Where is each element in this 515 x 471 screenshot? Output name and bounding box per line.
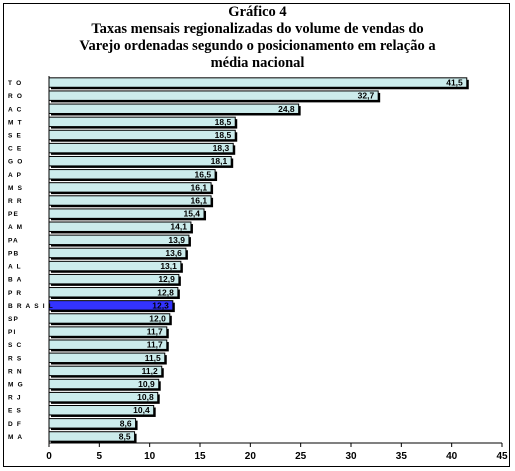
value-label: 11,7 (147, 340, 163, 350)
category-label: M S (8, 185, 23, 192)
value-label: 16,1 (191, 196, 208, 206)
bar-ms (48, 182, 212, 193)
value-label: 18,3 (213, 143, 230, 153)
category-label: M G (8, 382, 24, 389)
category-label: E S (8, 408, 22, 415)
value-label: 8,5 (119, 431, 131, 441)
x-tick-label: 25 (295, 451, 307, 462)
category-label: T O (8, 80, 22, 87)
bar-se (48, 129, 236, 141)
bar-rr (48, 195, 212, 206)
category-label: PB (8, 250, 19, 257)
category-label: R R (8, 198, 23, 205)
category-label: R N (8, 368, 23, 375)
category-label: R O (8, 93, 23, 100)
value-label: 10,9 (138, 379, 155, 389)
value-label: 10,8 (137, 392, 154, 402)
value-label: 11,2 (142, 366, 158, 376)
category-label: M T (8, 119, 23, 126)
x-tick-label: 5 (97, 451, 103, 462)
category-label: A C (8, 106, 23, 113)
category-label: B A (8, 277, 23, 284)
value-label: 12,8 (157, 287, 174, 297)
category-label: PA (8, 237, 19, 244)
value-label: 12,9 (158, 274, 175, 284)
category-label: C E (8, 146, 22, 153)
x-tick-label: 20 (245, 451, 257, 462)
category-label: G O (8, 159, 24, 166)
x-tick-label: 35 (396, 451, 408, 462)
value-label: 12,3 (152, 300, 169, 310)
category-label: A M (8, 224, 23, 231)
category-label: R J (8, 395, 22, 402)
bar-ro (48, 90, 379, 101)
chart-title-line-4: média nacional (210, 55, 305, 71)
x-tick-label: 0 (46, 451, 52, 462)
value-label: 24,8 (278, 104, 295, 114)
chart-title-line-2: Taxas mensais regionalizadas do volume d… (91, 21, 424, 37)
value-label: 41,5 (446, 78, 463, 88)
value-label: 12,0 (149, 313, 166, 323)
value-label: 13,1 (160, 261, 177, 271)
bar-ce (48, 142, 234, 154)
value-label: 16,5 (195, 169, 212, 179)
category-label: A P (8, 172, 22, 179)
value-label: 11,5 (145, 353, 161, 363)
bar-to (48, 77, 468, 88)
value-label: 13,9 (168, 235, 185, 245)
value-label: 16,1 (191, 182, 208, 192)
value-label: 13,6 (165, 248, 182, 258)
value-label: 10,4 (133, 405, 150, 415)
x-tick-label: 40 (446, 451, 458, 462)
value-label: 8,6 (120, 418, 132, 428)
bar-mt (48, 116, 236, 128)
category-label: A L (8, 264, 22, 271)
value-label: 18,1 (211, 156, 228, 166)
category-label: P R (8, 290, 22, 297)
chart-title: Gráfico 4 Taxas mensais regionalizadas d… (0, 4, 515, 72)
value-label: 18,5 (215, 117, 232, 127)
category-label: PE (8, 211, 19, 218)
category-label: R S (8, 355, 22, 362)
value-label: 11,7 (147, 327, 163, 337)
bar-go (48, 155, 232, 167)
bar-ac (48, 103, 300, 114)
category-label: SP (8, 316, 19, 323)
value-label: 15,4 (183, 209, 200, 219)
value-label: 32,7 (358, 91, 375, 101)
category-label: S C (8, 342, 22, 349)
category-label: B R A S I L (8, 303, 54, 310)
value-label: 18,5 (215, 130, 232, 140)
value-label: 14,1 (170, 222, 187, 232)
chart-title-line-3: Varejo ordenadas segundo o posicionament… (79, 38, 436, 54)
x-tick-label: 15 (194, 451, 206, 462)
x-tick-label: 10 (144, 451, 156, 462)
category-label: M A (8, 434, 23, 441)
category-label: PI (8, 329, 17, 336)
x-tick-label: 30 (345, 451, 357, 462)
bar-pe (48, 208, 205, 219)
category-label: S E (8, 132, 22, 139)
bar-ap (48, 169, 216, 180)
x-tick-label: 45 (496, 451, 508, 462)
category-label: D F (8, 421, 22, 428)
chart-title-line-1: Gráfico 4 (228, 4, 287, 20)
